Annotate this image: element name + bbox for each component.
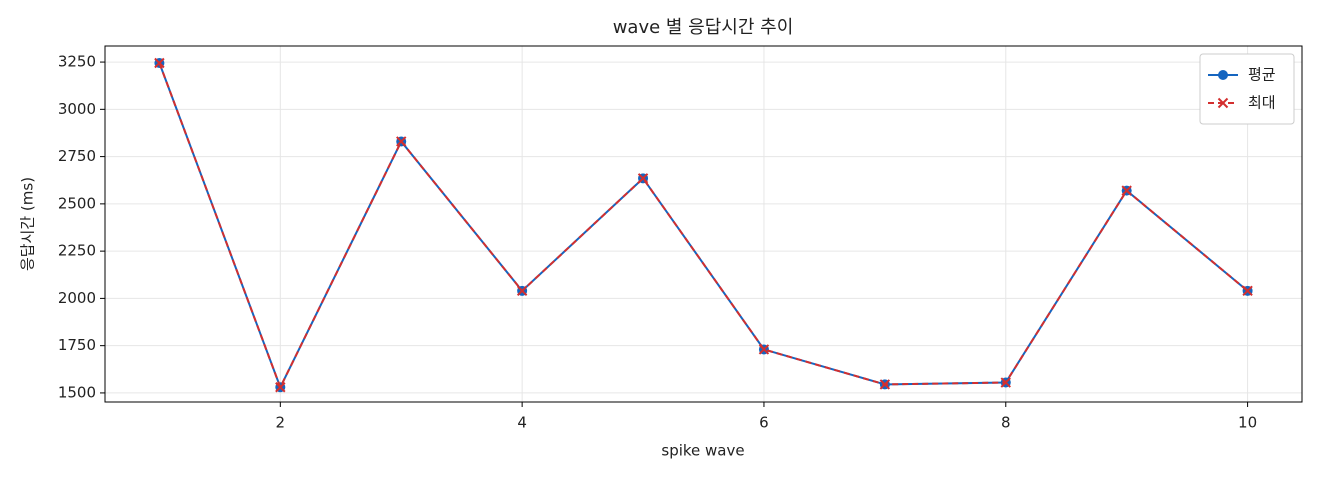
legend-label: 평균: [1248, 66, 1276, 84]
data-point: [275, 382, 286, 393]
data-point: [637, 173, 649, 184]
x-axis-label: spike wave: [661, 442, 744, 460]
data-point: [516, 285, 528, 297]
y-tick-label: 1500: [58, 383, 96, 401]
y-tick-label: 3000: [58, 100, 96, 118]
chart-title: wave 별 응답시간 추이: [613, 17, 794, 38]
x-tick-label: 8: [1001, 414, 1011, 432]
x-tick-label: 6: [759, 414, 769, 432]
legend-label: 최대: [1248, 94, 1276, 112]
data-point: [154, 57, 165, 69]
data-point: [1121, 185, 1132, 196]
data-point: [758, 344, 770, 355]
legend-box: [1199, 53, 1295, 125]
y-tick-label: 2500: [58, 194, 96, 212]
y-tick-label: 2250: [58, 242, 96, 260]
data-point: [879, 379, 891, 390]
y-axis-label: 응답시간 (ms): [19, 177, 37, 271]
legend-marker: [1217, 97, 1229, 109]
y-tick-label: 2000: [58, 289, 96, 307]
data-point: [1242, 285, 1253, 297]
data-point: [1000, 377, 1011, 388]
x-tick-label: 2: [276, 414, 286, 432]
y-tick-label: 1750: [58, 336, 96, 354]
plot-frame: [104, 45, 1303, 403]
x-tick-label: 10: [1238, 414, 1257, 432]
y-tick-label: 2750: [58, 147, 96, 165]
series-line: [158, 62, 1249, 390]
data-point: [396, 136, 407, 147]
legend-marker: [1218, 70, 1228, 80]
x-tick-label: 4: [517, 414, 527, 432]
y-tick-label: 3250: [58, 53, 96, 71]
